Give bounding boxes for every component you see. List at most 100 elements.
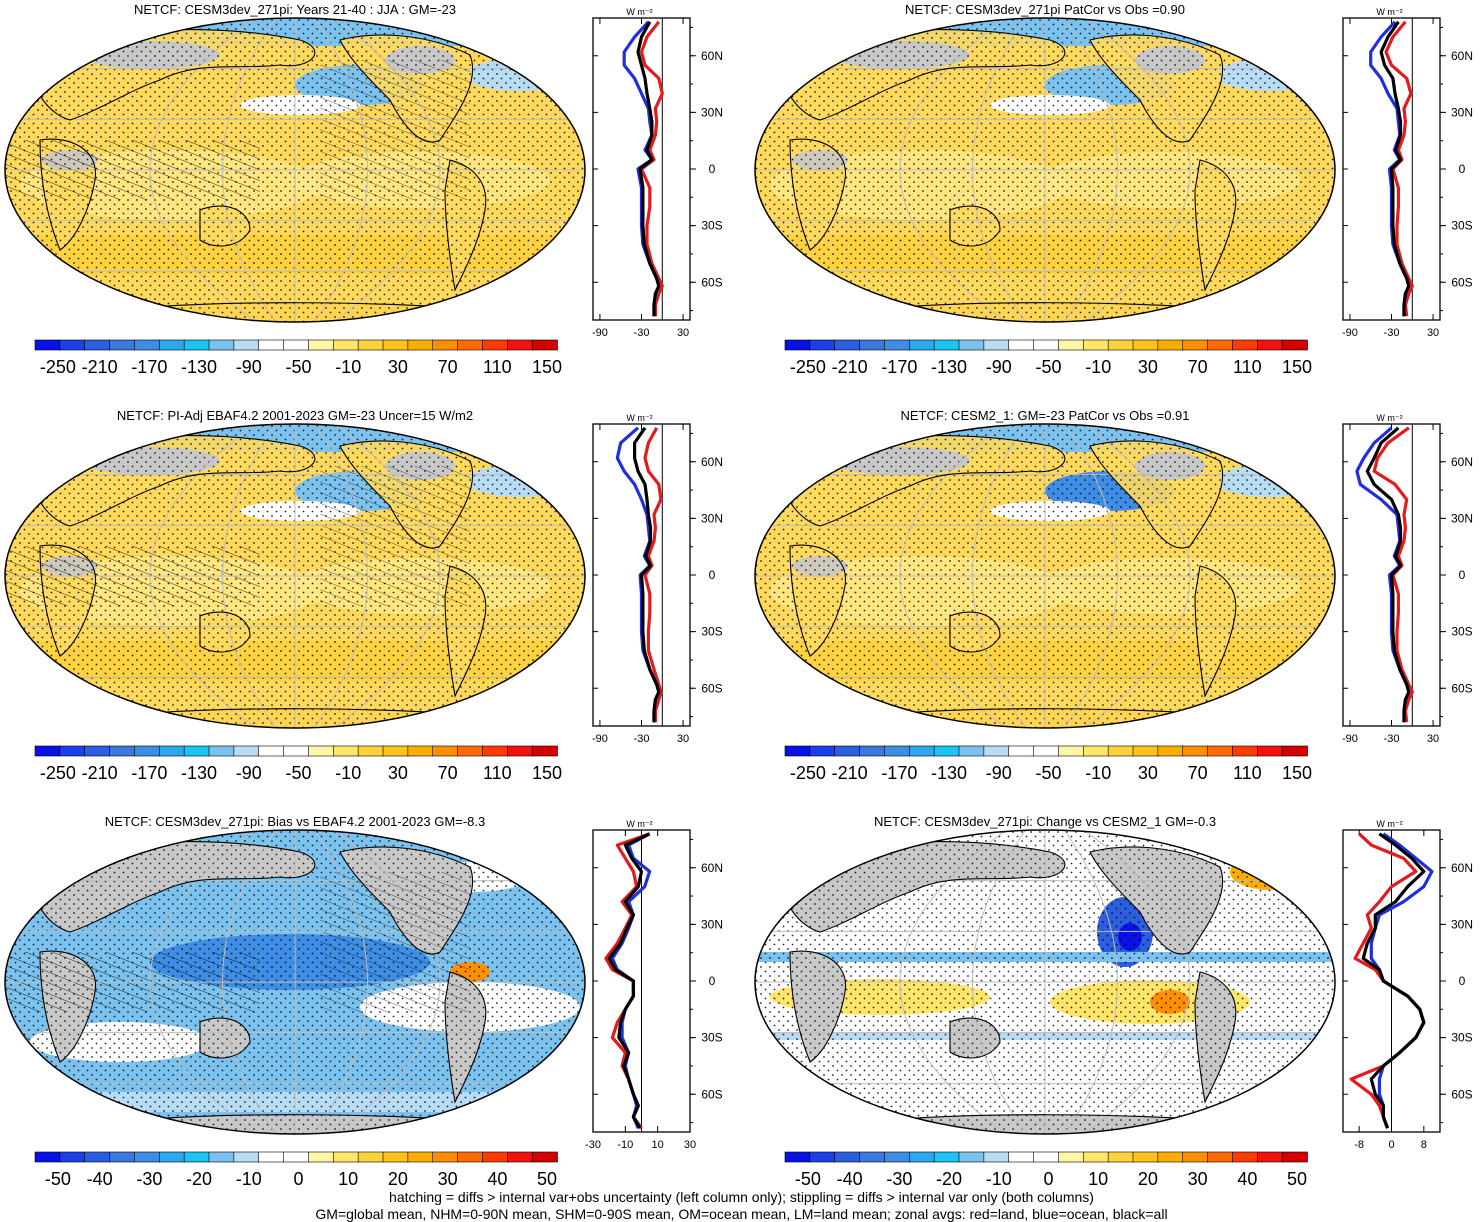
profile-xtick-label: -10 — [617, 1139, 633, 1151]
map-title: NETCF: PI-Adj EBAF4.2 2001-2023 GM=-23 U… — [117, 408, 473, 423]
colorbar-box — [908, 745, 935, 757]
colorbar-box — [1256, 1151, 1283, 1163]
coastline — [199, 611, 251, 653]
colorbar: -250 -210 -170 -130 -90 -50 -10 30 70 110 150 — [34, 745, 562, 783]
graticule-meridian — [899, 830, 1007, 1134]
colorbar-tick-label: -30 — [136, 1169, 162, 1189]
colorbar-box — [1107, 745, 1134, 757]
colorbar-tick-label: 30 — [388, 357, 408, 377]
colorbar-box — [506, 339, 533, 351]
colorbar-box — [432, 339, 459, 351]
colorbar-box — [233, 1151, 260, 1163]
colorbar-box — [1082, 339, 1109, 351]
graticule-meridian — [899, 18, 1007, 322]
colorbar-box — [134, 339, 161, 351]
colorbar-tick-label: -40 — [87, 1169, 113, 1189]
panel-2: NETCF: CESM3dev_271pi PatCor vs Obs =0.9… — [754, 2, 1473, 377]
colorbar-box — [784, 339, 811, 351]
colorbar-box — [1132, 1151, 1159, 1163]
colorbar-tick-label: -210 — [832, 763, 868, 783]
colorbar-box — [109, 1151, 136, 1163]
colorbar-tick-label: 50 — [1287, 1169, 1307, 1189]
map-area — [5, 18, 585, 322]
colorbar-box — [933, 1151, 960, 1163]
panel-6: NETCF: CESM3dev_271pi: Change vs CESM2_1… — [754, 814, 1473, 1189]
colorbar-tick-label: 30 — [438, 1169, 458, 1189]
colorbar-box — [983, 339, 1010, 351]
colorbar-box — [958, 745, 985, 757]
coastline — [199, 205, 251, 247]
profile-ytick-label: 60N — [701, 455, 723, 469]
colorbar-tick-label: 30 — [388, 763, 408, 783]
colorbar-box — [1281, 1151, 1308, 1163]
coastline — [949, 205, 1001, 247]
colorbar-box — [859, 339, 886, 351]
profile-ytick-label: 60S — [1451, 275, 1472, 289]
colorbar-box — [208, 745, 235, 757]
profile-line-all — [633, 426, 661, 723]
profile-ytick-label: 30N — [701, 917, 723, 931]
coastline — [444, 971, 487, 1104]
profile-xtick-label: -90 — [592, 327, 608, 339]
colorbar-tick-label: -170 — [881, 763, 917, 783]
map-area — [5, 830, 585, 1134]
graticule-meridian — [313, 18, 368, 322]
colorbar-tick-label: 70 — [438, 357, 458, 377]
coastline — [789, 544, 847, 657]
colorbar-tick-label: -250 — [40, 357, 76, 377]
graticule — [755, 18, 1335, 322]
footer-line-1: hatching = diffs > internal var+obs unce… — [389, 1189, 1094, 1205]
colorbar-box — [407, 745, 434, 757]
colorbar-box — [1157, 745, 1184, 757]
colorbar-box — [432, 1151, 459, 1163]
colorbar-box — [482, 1151, 509, 1163]
colorbar-tick-label: 70 — [438, 763, 458, 783]
colorbar-box — [308, 745, 335, 757]
colorbar-tick-label: -90 — [986, 357, 1012, 377]
colorbar-tick-label: -90 — [236, 763, 262, 783]
coastline — [444, 159, 487, 292]
colorbar-box — [34, 1151, 61, 1163]
graticule — [5, 830, 585, 1134]
colorbar-tick-label: -250 — [790, 357, 826, 377]
profile-ytick-label: 60S — [1451, 681, 1472, 695]
profile-units: W m⁻² — [1376, 7, 1402, 17]
colorbar-box — [784, 745, 811, 757]
colorbar-box — [1232, 339, 1259, 351]
colorbar-box — [1058, 339, 1085, 351]
colorbar-box — [183, 339, 210, 351]
coastline — [949, 1017, 1001, 1059]
colorbar-box — [859, 745, 886, 757]
panel-4: NETCF: CESM2_1: GM=-23 PatCor vs Obs =0.… — [754, 408, 1473, 783]
colorbar-box — [1281, 745, 1308, 757]
colorbar-tick-label: -90 — [986, 763, 1012, 783]
colorbar-tick-label: -170 — [881, 357, 917, 377]
colorbar-tick-label: 70 — [1188, 357, 1208, 377]
colorbar-box — [531, 1151, 558, 1163]
colorbar-box — [834, 1151, 861, 1163]
colorbar-tick-label: -210 — [832, 357, 868, 377]
colorbar-box — [1132, 339, 1159, 351]
coastline — [949, 611, 1001, 653]
colorbar-box — [908, 1151, 935, 1163]
colorbar: -50 -40 -30 -20 -10 0 10 20 30 40 50 — [784, 1151, 1308, 1189]
colorbar-box — [983, 745, 1010, 757]
coastline — [1194, 971, 1237, 1104]
colorbar-box — [884, 1151, 911, 1163]
colorbar-box — [258, 745, 285, 757]
profile-ytick-label: 30S — [701, 625, 722, 639]
colorbar-tick-label: -130 — [181, 357, 217, 377]
profile-ytick-label: 30N — [1451, 917, 1473, 931]
colorbar-tick-label: 150 — [532, 763, 562, 783]
colorbar-box — [357, 745, 384, 757]
colorbar-box — [109, 339, 136, 351]
land-greenland — [455, 830, 512, 859]
land-greenland — [1205, 830, 1262, 859]
profile-ytick-label: 60S — [1451, 1087, 1472, 1101]
colorbar-tick-label: -130 — [931, 763, 967, 783]
colorbar-box — [233, 339, 260, 351]
profile-line-all — [1379, 20, 1411, 317]
profile-ytick-label: 30N — [1451, 511, 1473, 525]
colorbar: -250 -210 -170 -130 -90 -50 -10 30 70 110 150 — [784, 745, 1312, 783]
footer-line-2: GM=global mean, NHM=0-90N mean, SHM=0-90… — [315, 1206, 1168, 1222]
